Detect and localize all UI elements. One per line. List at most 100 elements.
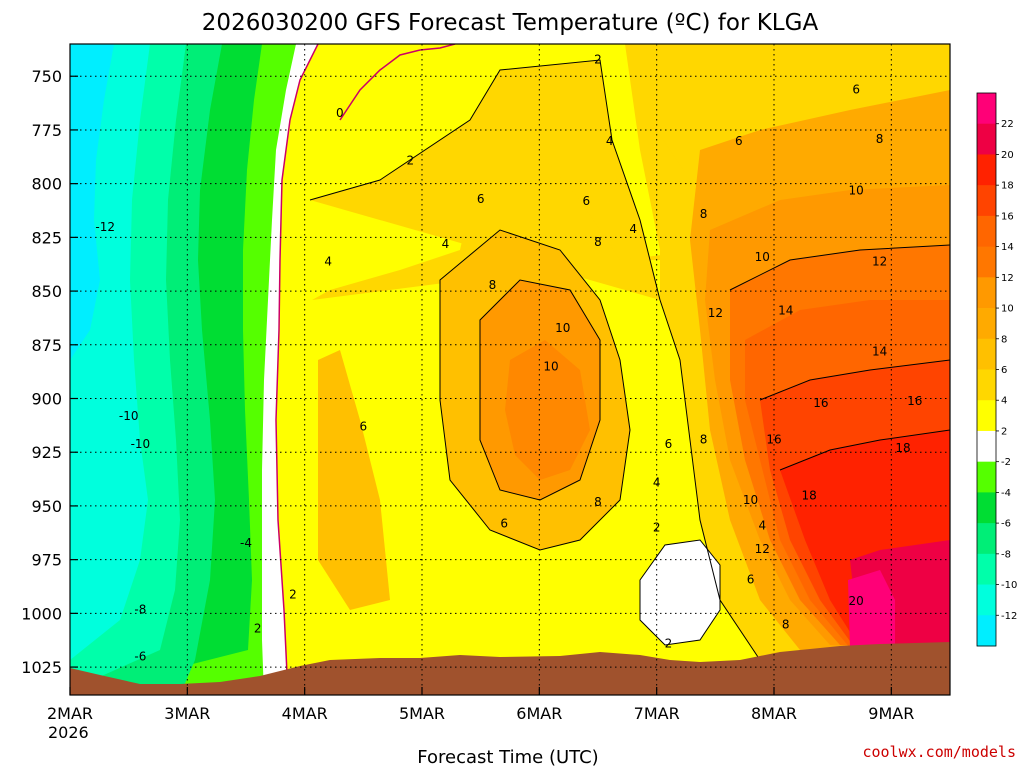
contour-label: 4 xyxy=(606,134,614,148)
x-tick-label: 4MAR xyxy=(282,704,328,723)
y-tick-label: 950 xyxy=(31,497,62,516)
contour-label: 12 xyxy=(708,306,723,320)
y-tick-label: 975 xyxy=(31,551,62,570)
legend-label: 14 xyxy=(1001,242,1014,253)
isotherm-14 xyxy=(759,359,950,401)
legend-label: -8 xyxy=(1001,549,1011,560)
legend-swatch xyxy=(977,523,996,555)
contour-label: 8 xyxy=(594,235,602,249)
x-tick-label: 9MAR xyxy=(868,704,914,723)
contour-label: 6 xyxy=(582,194,590,208)
legend-swatch xyxy=(977,430,996,463)
isotherm-6 xyxy=(439,229,631,551)
x-tick-label: 8MAR xyxy=(751,704,797,723)
contour-label: 2 xyxy=(653,521,661,535)
contour-label: 6 xyxy=(735,134,743,148)
contour-label: 4 xyxy=(653,476,661,490)
contour-label: 6 xyxy=(477,192,485,206)
grid xyxy=(70,44,950,695)
contour-label: 16 xyxy=(766,433,781,447)
contour-label: 4 xyxy=(324,254,332,268)
contour-label: -8 xyxy=(134,602,146,616)
y-tick-label: 775 xyxy=(31,121,62,140)
band-6-8-west xyxy=(318,350,390,610)
y-tick-label: 800 xyxy=(31,175,62,194)
legend-swatch xyxy=(977,338,996,370)
contour-label: 18 xyxy=(802,488,817,502)
contour-label: 4 xyxy=(629,222,637,236)
legend-swatch xyxy=(977,308,996,340)
plot-frame xyxy=(69,43,951,696)
legend-label: -10 xyxy=(1001,580,1017,591)
legend-swatch xyxy=(977,154,996,186)
contour-label: -6 xyxy=(134,650,146,664)
band-20-22 xyxy=(848,570,895,648)
legend-label: -6 xyxy=(1001,519,1011,530)
x-axis: 2MAR 3MAR 4MAR 5MAR 6MAR 7MAR 8MAR 9MAR xyxy=(47,687,914,723)
band-0-2-pocket xyxy=(640,540,720,645)
legend-label: 6 xyxy=(1001,365,1007,376)
legend-label: -2 xyxy=(1001,457,1011,468)
contour-label: 8 xyxy=(876,132,884,146)
chart-title: 2026030200 GFS Forecast Temperature (ºC)… xyxy=(202,10,819,36)
contour-label: 2 xyxy=(289,587,297,601)
contour-label: 16 xyxy=(907,394,922,408)
band-10-12-mid xyxy=(505,340,590,480)
source-credit: coolwx.com/models xyxy=(862,743,1016,761)
contour-label: 6 xyxy=(852,82,860,96)
contour-label: -10 xyxy=(119,409,139,423)
contour-label: 8 xyxy=(594,495,602,509)
contour-label: 18 xyxy=(895,441,910,455)
legend-swatch xyxy=(977,492,996,524)
contour-label: 4 xyxy=(758,519,766,533)
legend-label: 2 xyxy=(1001,426,1007,437)
contour-label: 2 xyxy=(594,52,602,66)
legend-swatch xyxy=(977,185,996,217)
contour-label: 0 xyxy=(336,106,344,120)
y-tick-label: 850 xyxy=(31,282,62,301)
contour-label: -4 xyxy=(240,536,252,550)
legend-swatch xyxy=(977,93,996,125)
y-tick-label: 825 xyxy=(31,228,62,247)
y-tick-label: 925 xyxy=(31,443,62,462)
legend-swatch xyxy=(977,615,996,647)
contour-label: 12 xyxy=(872,254,887,268)
contour-label: 10 xyxy=(743,493,758,507)
legend-label: 8 xyxy=(1001,334,1007,345)
y-tick-label: 1000 xyxy=(21,604,62,623)
legend-swatch xyxy=(977,277,996,309)
contour-label: 6 xyxy=(665,437,673,451)
isotherm-10 xyxy=(729,244,950,291)
x-tick-label: 5MAR xyxy=(399,704,445,723)
x-tick-label: 6MAR xyxy=(516,704,562,723)
contour-label: 2 xyxy=(665,637,673,651)
x-tick-label: 2MAR xyxy=(47,704,93,723)
y-tick-label: 900 xyxy=(31,390,62,409)
isotherm-2 xyxy=(639,539,721,646)
legend-label: 16 xyxy=(1001,211,1014,222)
legend-swatch xyxy=(977,553,996,585)
contour-label: 8 xyxy=(782,617,790,631)
zero-isotherm-upper xyxy=(339,44,456,121)
contour-label: 10 xyxy=(543,360,558,374)
contour-label: 8 xyxy=(700,207,708,221)
contour-label: 12 xyxy=(755,542,770,556)
year-label: 2026 xyxy=(48,723,89,742)
x-tick-label: 3MAR xyxy=(164,704,210,723)
contour-label: 6 xyxy=(360,420,368,434)
contour-label: 8 xyxy=(489,278,497,292)
y-tick-label: 1025 xyxy=(21,658,62,677)
y-tick-label: 875 xyxy=(31,336,62,355)
plot-area xyxy=(70,44,950,695)
x-axis-label: Forecast Time (UTC) xyxy=(417,747,598,768)
x-tick-label: 7MAR xyxy=(634,704,680,723)
legend-label: 12 xyxy=(1001,273,1014,284)
contour-label: 14 xyxy=(778,304,793,318)
legend-swatch xyxy=(977,246,996,278)
band-below-neg12 xyxy=(70,44,114,360)
isotherm-16 xyxy=(779,429,950,471)
color-legend: 22 20 18 16 14 12 10 8 6 4 2 -2 -4 -6 -8 -10 -12 xyxy=(976,92,1017,647)
isotherm-8 xyxy=(479,279,601,501)
